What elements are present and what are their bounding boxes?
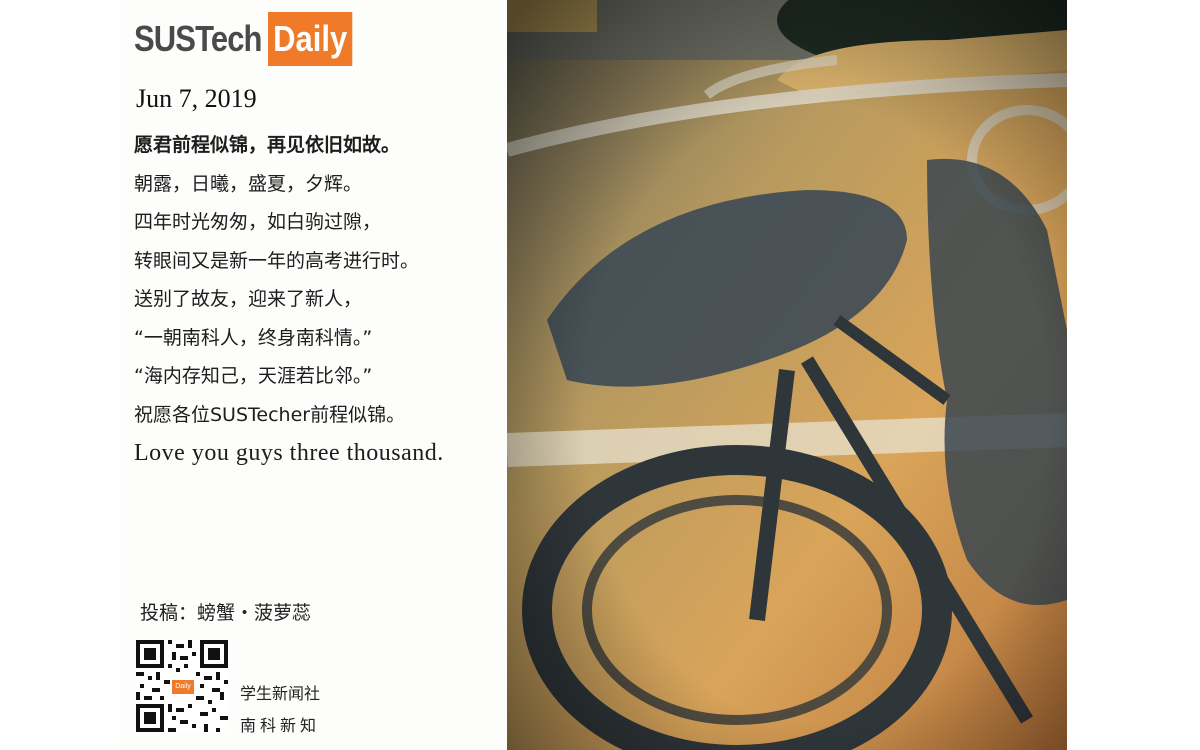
poem-line: 朝露，日曦，盛夏，夕辉。 [134,172,363,195]
poem-line: “一朝南科人，终身南科情。” [134,326,373,349]
logo-text-sustech: SUSTech [134,18,262,59]
org-name-nanke-xinzhi: 南科新知 [240,716,321,735]
poem-line-english: Love you guys three thousand. [134,440,444,466]
post-date: Jun 7, 2019 [136,84,257,113]
poem-line: 四年时光匆匆，如白驹过隙， [134,211,382,233]
poem-text: 愿君前程似锦，再见依旧如故。 朝露，日曦，盛夏，夕辉。 四年时光匆匆，如白驹过隙… [134,126,444,473]
sustech-daily-logo: SUSTech Daily [134,12,366,66]
qr-center-logo: Daily [170,678,196,696]
poem-line: 愿君前程似锦，再见依旧如故。 [134,134,401,156]
qr-code-icon[interactable]: Daily [136,640,228,732]
contributor-credit: 投稿：螃蟹・菠萝蕊 [140,602,312,624]
text-panel: SUSTech Daily Jun 7, 2019 愿君前程似锦，再见依旧如故。… [120,0,506,750]
poem-line: 转眼间又是新一年的高考进行时。 [134,249,420,272]
poem-line: 送别了故友，迎来了新人， [134,288,363,310]
poem-line: 祝愿各位SUSTecher前程似锦。 [134,403,406,426]
org-name-news-agency: 学生新闻社 [240,684,321,703]
daily-card: SUSTech Daily Jun 7, 2019 愿君前程似锦，再见依旧如故。… [120,0,1067,750]
logo-text-daily: Daily [268,12,353,66]
bicycle-shadow-photo [507,0,1067,750]
poem-line: “海内存知己，天涯若比邻。” [134,365,373,387]
